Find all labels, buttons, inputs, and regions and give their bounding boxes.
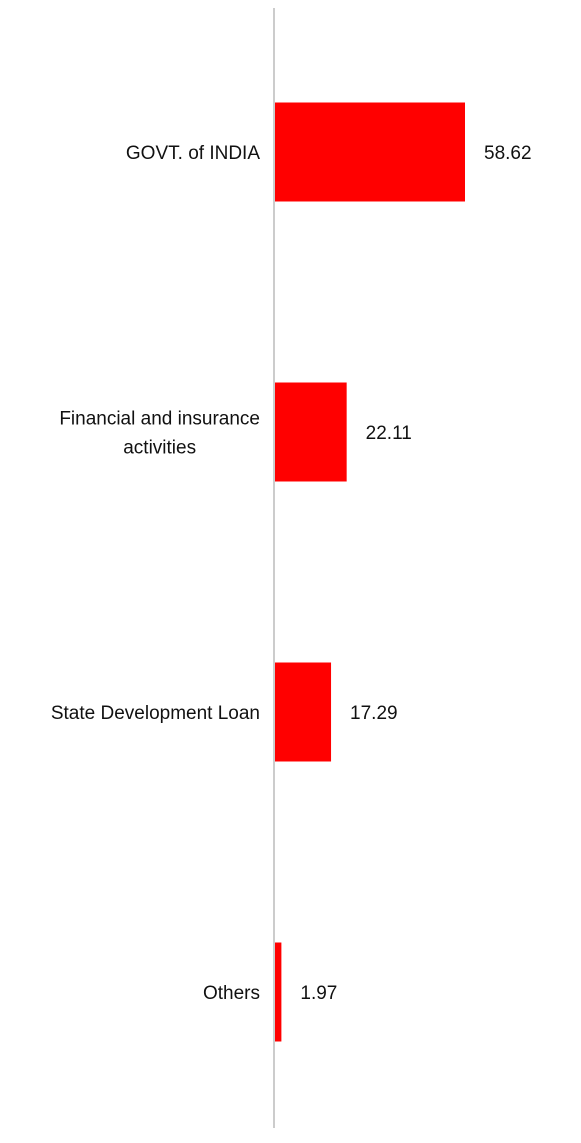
- category-label-0: GOVT. of INDIA: [126, 143, 260, 164]
- bars-layer: [275, 102, 465, 1042]
- category-label-1: Financial and insurance activities: [59, 409, 260, 459]
- category-label-3: Others: [203, 983, 260, 1004]
- bar-3: [275, 942, 282, 1042]
- category-label-2: State Development Loan: [51, 703, 260, 724]
- category-label-line: Financial and insurance: [59, 409, 260, 430]
- category-label-line: State Development Loan: [51, 703, 260, 724]
- bar-2: [275, 662, 332, 762]
- bar-0: [275, 102, 465, 202]
- category-label-line: Others: [203, 983, 260, 1004]
- category-label-line: GOVT. of INDIA: [126, 143, 260, 164]
- value-label-0: 58.62: [484, 143, 532, 164]
- value-label-3: 1.97: [300, 983, 337, 1004]
- value-label-1: 22.11: [366, 423, 412, 444]
- value-label-2: 17.29: [350, 703, 398, 724]
- bar-1: [275, 382, 347, 482]
- category-label-line: activities: [123, 438, 196, 459]
- labels-layer: 58.62 GOVT. of INDIA 22.11 Financial and in…: [51, 143, 532, 1004]
